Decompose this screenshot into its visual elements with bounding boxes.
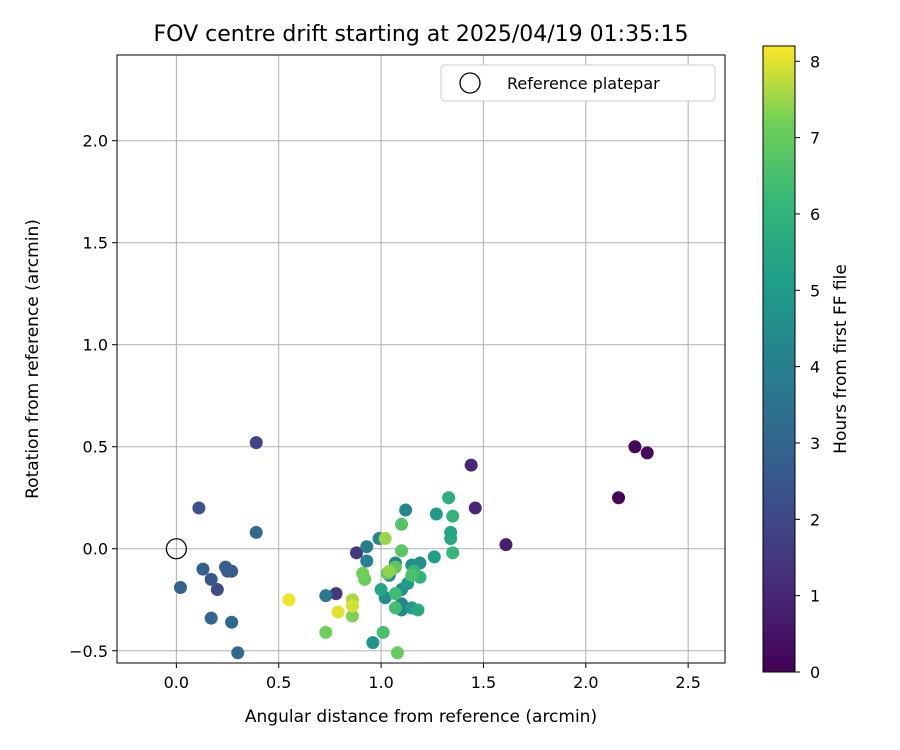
y-axis-label: Rotation from reference (arcmin) (23, 219, 43, 499)
colorbar-tick-label: 8 (810, 52, 820, 71)
data-point (192, 501, 206, 515)
reference-point-marker (165, 538, 188, 560)
data-point (444, 532, 458, 546)
legend: Reference platepar (440, 64, 716, 102)
colorbar-tick-label: 6 (810, 205, 820, 224)
data-point (395, 544, 409, 558)
x-tick-label: 1.0 (368, 673, 393, 692)
colorbar (762, 45, 796, 673)
x-tick-label: 1.5 (471, 673, 496, 692)
data-point (382, 564, 396, 578)
x-axis-ticks: 0.0 0.5 1.0 1.5 2.0 2.5 (164, 663, 701, 692)
data-point (319, 625, 333, 639)
data-point (405, 568, 419, 582)
data-point (374, 583, 388, 597)
x-tick-label: 0.5 (266, 673, 291, 692)
colorbar-label: Hours from first FF file (831, 264, 851, 454)
colorbar-tick-label: 1 (810, 587, 820, 606)
data-point (499, 538, 513, 552)
data-point (640, 446, 654, 460)
legend-label-reference: Reference platepar (507, 74, 660, 93)
x-axis-label: Angular distance from reference (arcmin) (245, 707, 597, 727)
data-point (429, 507, 443, 521)
data-point (249, 436, 263, 450)
data-point (378, 532, 392, 546)
data-point (388, 601, 402, 615)
colorbar-tick-label: 7 (810, 129, 820, 148)
colorbar-tick-label: 4 (810, 358, 820, 377)
data-point (366, 636, 380, 650)
data-point (442, 491, 456, 505)
y-axis-ticks: −0.5 0.0 0.5 1.0 1.5 2.0 (69, 132, 117, 661)
data-point (249, 525, 263, 539)
reference-point (165, 538, 188, 560)
data-point (329, 587, 343, 601)
colorbar-tick-label: 2 (810, 510, 820, 529)
x-tick-label: 0.0 (164, 673, 189, 692)
data-point (204, 611, 218, 625)
chart-title: FOV centre drift starting at 2025/04/19 … (154, 22, 689, 47)
data-point (411, 603, 425, 617)
data-point (427, 550, 441, 564)
y-tick-label: −0.5 (69, 642, 108, 661)
x-tick-label: 2.5 (675, 673, 700, 692)
data-point (446, 546, 460, 560)
x-tick-label: 2.0 (573, 673, 598, 692)
data-point (612, 491, 626, 505)
data-points (173, 436, 654, 660)
plot-frame (116, 54, 726, 664)
data-point (282, 593, 296, 607)
data-point (360, 540, 374, 554)
y-tick-label: 1.5 (83, 234, 108, 253)
data-point (390, 646, 404, 660)
data-point (376, 625, 390, 639)
y-tick-label: 1.0 (83, 336, 108, 355)
data-point (468, 501, 482, 515)
colorbar-tick-label: 3 (810, 434, 820, 453)
y-tick-label: 2.0 (83, 132, 108, 151)
colorbar-tick-label: 5 (810, 281, 820, 300)
data-point (360, 554, 374, 568)
data-point (388, 587, 402, 601)
legend-box (440, 64, 716, 102)
data-point (331, 605, 345, 619)
data-point (221, 564, 235, 578)
data-point (464, 458, 478, 472)
data-point (395, 517, 409, 531)
data-point (345, 599, 359, 613)
data-point (628, 440, 642, 454)
data-point (231, 646, 245, 660)
data-point (225, 615, 239, 629)
y-tick-label: 0.0 (83, 540, 108, 559)
legend-marker-reference (459, 72, 481, 94)
data-point (350, 546, 364, 560)
data-point (210, 583, 224, 597)
data-point (173, 581, 187, 595)
grid-lines (117, 55, 725, 663)
data-point (196, 562, 210, 576)
data-point (204, 572, 218, 586)
colorbar-ticks: 0 1 2 3 4 5 6 7 8 (795, 52, 820, 682)
y-tick-label: 0.5 (83, 438, 108, 457)
data-point (356, 566, 370, 580)
data-point (399, 503, 413, 517)
data-point (319, 589, 333, 603)
data-point (446, 509, 460, 523)
data-point (345, 609, 359, 623)
colorbar-tick-label: 0 (810, 663, 820, 682)
